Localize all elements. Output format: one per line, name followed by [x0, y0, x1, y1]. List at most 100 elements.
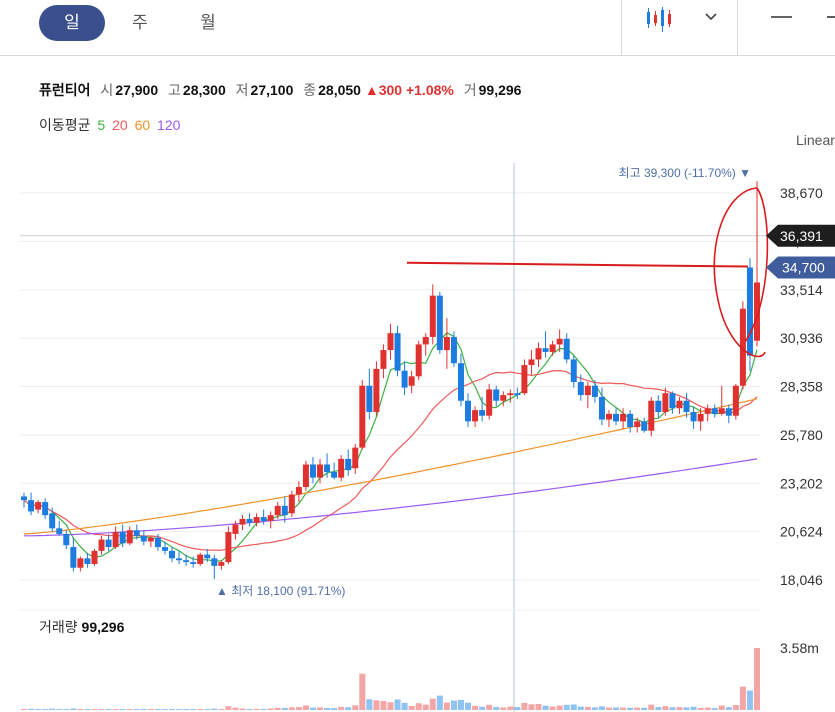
candle-body[interactable]	[570, 359, 577, 382]
volume-bar[interactable]	[415, 703, 422, 710]
candle-body[interactable]	[598, 396, 605, 420]
volume-bar[interactable]	[288, 707, 295, 710]
candle-body[interactable]	[232, 524, 239, 534]
volume-bar[interactable]	[232, 707, 239, 710]
volume-bar[interactable]	[697, 707, 704, 710]
candle-body[interactable]	[457, 363, 464, 401]
volume-bar[interactable]	[465, 702, 472, 710]
candle-body[interactable]	[500, 395, 507, 401]
volume-bar[interactable]	[380, 700, 387, 710]
candle-body[interactable]	[732, 385, 739, 416]
volume-bar[interactable]	[98, 708, 105, 710]
volume-bar[interactable]	[627, 707, 634, 710]
volume-bar[interactable]	[302, 705, 309, 710]
candle-body[interactable]	[725, 408, 732, 416]
candle-body[interactable]	[176, 558, 183, 561]
candle-body[interactable]	[472, 410, 479, 422]
candle-body[interactable]	[225, 532, 232, 563]
candle-body[interactable]	[394, 333, 401, 371]
candle-body[interactable]	[366, 385, 373, 412]
volume-bar[interactable]	[309, 707, 316, 710]
volume-bar[interactable]	[676, 707, 683, 710]
minimize-icon[interactable]	[770, 10, 794, 24]
volume-bar[interactable]	[655, 707, 662, 710]
candle-body[interactable]	[281, 505, 288, 516]
candle-body[interactable]	[711, 408, 718, 414]
volume-bar[interactable]	[746, 690, 753, 710]
candle-body[interactable]	[528, 359, 535, 366]
volume-bar[interactable]	[197, 709, 204, 710]
volume-bar[interactable]	[739, 686, 746, 710]
volume-bar[interactable]	[570, 704, 577, 710]
candle-body[interactable]	[359, 385, 366, 448]
volume-bar[interactable]	[204, 709, 211, 710]
candlestick-icon[interactable]	[645, 5, 679, 35]
volume-bar[interactable]	[105, 709, 112, 710]
candle-body[interactable]	[84, 558, 91, 564]
candle-body[interactable]	[556, 338, 563, 345]
volume-bar[interactable]	[338, 706, 345, 710]
volume-bar[interactable]	[598, 706, 605, 710]
candle-body[interactable]	[704, 408, 711, 414]
candle-body[interactable]	[655, 400, 662, 412]
volume-bar[interactable]	[239, 708, 246, 710]
volume-bar[interactable]	[507, 706, 514, 710]
candle-body[interactable]	[683, 400, 690, 412]
candle-body[interactable]	[154, 537, 161, 548]
candle-body[interactable]	[267, 515, 274, 521]
candle-body[interactable]	[669, 393, 676, 409]
volume-bar[interactable]	[352, 705, 359, 710]
candle-body[interactable]	[620, 413, 627, 422]
candle-body[interactable]	[161, 547, 168, 551]
volume-bar[interactable]	[500, 707, 507, 710]
volume-bar[interactable]	[704, 707, 711, 710]
volume-bar[interactable]	[324, 707, 331, 710]
volume-bar[interactable]	[641, 707, 648, 710]
volume-bar[interactable]	[683, 707, 690, 710]
volume-bar[interactable]	[35, 709, 42, 710]
candle-body[interactable]	[486, 389, 493, 416]
volume-bar[interactable]	[549, 706, 556, 710]
candle-body[interactable]	[507, 393, 514, 396]
volume-bar[interactable]	[521, 702, 528, 710]
candle-body[interactable]	[77, 558, 84, 568]
volume-bar[interactable]	[154, 709, 161, 710]
candle-body[interactable]	[183, 560, 190, 563]
candle-body[interactable]	[70, 547, 77, 568]
candle-body[interactable]	[35, 502, 42, 510]
candle-body[interactable]	[112, 532, 119, 548]
volume-bar[interactable]	[605, 707, 612, 710]
volume-bar[interactable]	[112, 708, 119, 710]
volume-bar[interactable]	[408, 706, 415, 710]
volume-bar[interactable]	[133, 709, 140, 710]
volume-bar[interactable]	[711, 708, 718, 710]
candle-body[interactable]	[718, 408, 725, 414]
candle-body[interactable]	[697, 413, 704, 422]
volume-bar[interactable]	[28, 708, 35, 710]
volume-bar[interactable]	[754, 648, 760, 710]
volume-bar[interactable]	[359, 673, 366, 710]
volume-bar[interactable]	[514, 707, 521, 710]
scale-toggle[interactable]: Linear	[796, 132, 835, 148]
candle-body[interactable]	[288, 494, 295, 514]
candle-body[interactable]	[493, 389, 500, 401]
volume-bar[interactable]	[63, 709, 70, 710]
volume-bar[interactable]	[317, 707, 324, 710]
volume-bar[interactable]	[472, 705, 479, 710]
candle-body[interactable]	[443, 336, 450, 351]
candle-body[interactable]	[119, 532, 126, 544]
candle-body[interactable]	[648, 400, 655, 431]
candle-body[interactable]	[465, 400, 472, 422]
volume-bar[interactable]	[591, 707, 598, 710]
candle-body[interactable]	[746, 267, 753, 356]
volume-bar[interactable]	[486, 704, 493, 710]
candle-body[interactable]	[415, 344, 422, 377]
candle-body[interactable]	[605, 413, 612, 420]
candle-body[interactable]	[91, 550, 98, 564]
candle-body[interactable]	[197, 554, 204, 564]
candle-body[interactable]	[634, 421, 641, 427]
candle-body[interactable]	[239, 518, 246, 525]
volume-bar[interactable]	[542, 705, 549, 710]
candle-body[interactable]	[662, 393, 669, 412]
volume-bar[interactable]	[267, 708, 274, 710]
